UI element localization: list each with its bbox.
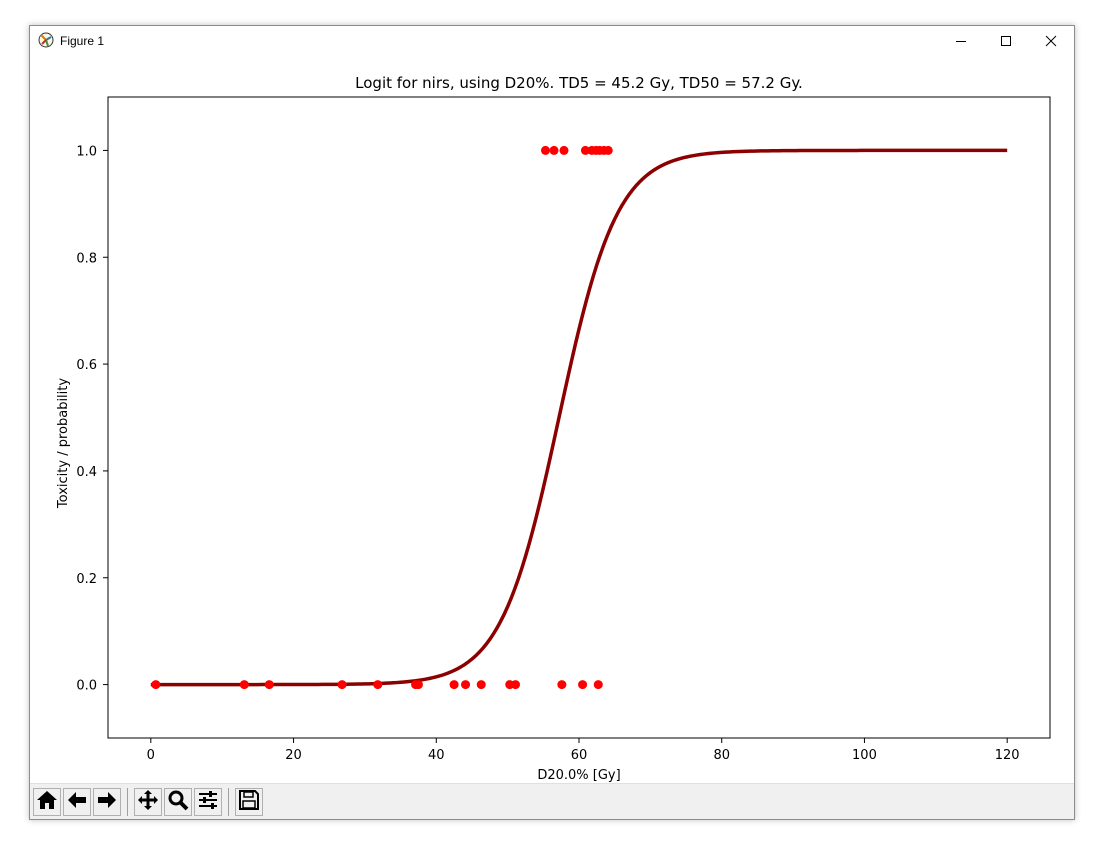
toolbar-separator bbox=[127, 788, 128, 816]
plot-canvas[interactable]: Logit for nirs, using D20%. TD5 = 45.2 G… bbox=[30, 56, 1074, 783]
navigation-toolbar bbox=[30, 783, 1074, 819]
x-tick-label: 40 bbox=[428, 748, 445, 763]
data-point-no-toxicity bbox=[264, 680, 274, 690]
figure-window: Figure 1 Logit for nirs, using D20%. TD5… bbox=[29, 25, 1075, 820]
window-title: Figure 1 bbox=[60, 34, 105, 48]
y-axis-label: Toxicity / probability bbox=[56, 378, 71, 509]
minimize-icon bbox=[955, 35, 967, 47]
y-tick-label: 0.0 bbox=[76, 679, 97, 694]
forward-arrow-icon bbox=[96, 789, 118, 815]
close-icon bbox=[1045, 35, 1057, 47]
x-tick-label: 0 bbox=[147, 748, 155, 763]
data-point-no-toxicity bbox=[151, 680, 161, 690]
y-tick-label: 1.0 bbox=[76, 144, 97, 159]
x-tick-label: 80 bbox=[713, 748, 730, 763]
data-point-no-toxicity bbox=[449, 680, 459, 690]
data-point-toxicity bbox=[549, 145, 559, 155]
x-tick-label: 60 bbox=[571, 748, 588, 763]
close-button[interactable] bbox=[1028, 26, 1074, 56]
configure-subplots-icon bbox=[197, 789, 219, 815]
y-tick-label: 0.4 bbox=[76, 465, 97, 480]
home-button[interactable] bbox=[33, 788, 61, 816]
x-axis-label: D20.0% [Gy] bbox=[537, 768, 620, 783]
data-point-no-toxicity bbox=[413, 680, 423, 690]
data-point-no-toxicity bbox=[461, 680, 471, 690]
maximize-icon bbox=[1000, 35, 1012, 47]
y-tick-label: 0.8 bbox=[76, 251, 97, 266]
logit-curve bbox=[150, 148, 1008, 687]
data-point-no-toxicity bbox=[510, 680, 520, 690]
data-point-no-toxicity bbox=[557, 680, 567, 690]
data-point-no-toxicity bbox=[578, 680, 588, 690]
pan-icon bbox=[137, 789, 159, 815]
toolbar-separator bbox=[228, 788, 229, 816]
zoom-button[interactable] bbox=[164, 788, 192, 816]
data-point-no-toxicity bbox=[476, 680, 486, 690]
data-point-no-toxicity bbox=[373, 680, 383, 690]
data-point-no-toxicity bbox=[239, 680, 249, 690]
data-point-no-toxicity bbox=[593, 680, 603, 690]
axes-frame bbox=[107, 96, 1051, 739]
home-icon bbox=[36, 789, 58, 815]
back-button[interactable] bbox=[63, 788, 91, 816]
back-arrow-icon bbox=[66, 789, 88, 815]
matplotlib-icon bbox=[38, 32, 54, 48]
x-tick-label: 100 bbox=[852, 748, 877, 763]
data-point-toxicity bbox=[580, 145, 590, 155]
x-tick-label: 20 bbox=[285, 748, 302, 763]
zoom-icon bbox=[167, 789, 189, 815]
save-button[interactable] bbox=[235, 788, 263, 816]
data-point-toxicity bbox=[540, 145, 550, 155]
chart-svg: Logit for nirs, using D20%. TD5 = 45.2 G… bbox=[56, 74, 1051, 783]
chart-title: Logit for nirs, using D20%. TD5 = 45.2 G… bbox=[355, 74, 803, 92]
pan-button[interactable] bbox=[134, 788, 162, 816]
data-point-no-toxicity bbox=[337, 680, 347, 690]
y-tick-label: 0.2 bbox=[76, 572, 97, 587]
forward-button[interactable] bbox=[93, 788, 121, 816]
data-point-toxicity bbox=[559, 145, 569, 155]
y-tick-label: 0.6 bbox=[76, 358, 97, 373]
maximize-button[interactable] bbox=[983, 26, 1029, 56]
x-tick-label: 120 bbox=[995, 748, 1020, 763]
save-icon bbox=[238, 789, 260, 815]
title-bar[interactable]: Figure 1 bbox=[30, 26, 1074, 56]
data-point-toxicity bbox=[603, 145, 613, 155]
minimize-button[interactable] bbox=[938, 26, 984, 56]
configure-subplots-button[interactable] bbox=[194, 788, 222, 816]
